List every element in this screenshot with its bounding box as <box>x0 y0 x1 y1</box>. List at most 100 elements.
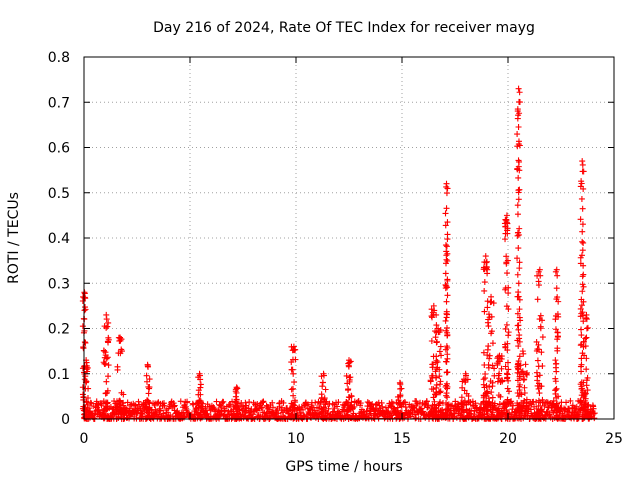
roti-point <box>322 401 329 408</box>
roti-point <box>495 392 502 399</box>
roti-point <box>582 397 589 404</box>
roti-point <box>289 407 296 414</box>
roti-point <box>514 390 521 397</box>
roti-point <box>103 316 110 323</box>
roti-point <box>566 405 573 412</box>
roti-point <box>521 390 528 397</box>
roti-point <box>483 259 490 266</box>
roti-point <box>232 393 239 400</box>
y-tick-label: 0 <box>61 412 70 428</box>
roti-point <box>539 363 546 370</box>
roti-point <box>582 335 589 342</box>
roti-point <box>536 316 543 323</box>
roti-point <box>577 342 584 349</box>
roti-point <box>104 399 111 406</box>
roti-point <box>577 260 584 267</box>
roti-point <box>85 385 92 392</box>
roti-point <box>312 399 319 406</box>
roti-point <box>538 406 545 413</box>
x-axis-label: GPS time / hours <box>285 459 402 475</box>
roti-point <box>573 412 580 419</box>
roti-point <box>496 401 503 408</box>
roti-point <box>485 316 492 323</box>
roti-point <box>430 353 437 360</box>
roti-point <box>81 294 88 301</box>
y-tick-label: 0.4 <box>48 231 70 247</box>
roti-point <box>443 358 450 365</box>
roti-point <box>146 376 153 383</box>
roti-point <box>394 407 401 414</box>
roti-point <box>140 407 147 414</box>
roti-point <box>578 379 585 386</box>
roti-point <box>516 338 523 345</box>
roti-point <box>443 190 450 197</box>
roti-point <box>311 407 318 414</box>
roti-point <box>291 379 298 386</box>
roti-point <box>591 415 598 422</box>
roti-point <box>418 405 425 412</box>
roti-point <box>197 381 204 388</box>
roti-point <box>505 329 512 336</box>
roti-point <box>502 363 509 370</box>
roti-point <box>579 288 586 295</box>
roti-point <box>503 253 510 260</box>
y-tick-label: 0.8 <box>48 50 70 66</box>
roti-point <box>505 290 512 297</box>
roti-point <box>514 202 521 209</box>
roti-point <box>443 400 450 407</box>
roti-point <box>292 356 299 363</box>
roti-point <box>84 394 91 401</box>
roti-point <box>515 157 522 164</box>
y-tick-label: 0.6 <box>48 141 70 157</box>
roti-point <box>533 369 540 376</box>
roti-point <box>290 392 297 399</box>
roti-point <box>319 379 326 386</box>
roti-point <box>584 403 591 410</box>
x-tick-label: 15 <box>393 431 411 447</box>
roti-point <box>357 400 364 407</box>
roti-point <box>514 229 521 236</box>
roti-point <box>581 352 588 359</box>
roti-point <box>335 399 342 406</box>
roti-point <box>515 289 522 296</box>
roti-point <box>442 210 449 217</box>
roti-point <box>443 382 450 389</box>
roti-point <box>535 278 542 285</box>
roti-point <box>515 358 522 365</box>
roti-point <box>214 414 221 421</box>
roti-point <box>190 401 197 408</box>
roti-point <box>504 371 511 378</box>
roti-point <box>486 383 493 390</box>
roti-point <box>482 375 489 382</box>
roti-point <box>498 415 505 422</box>
roti-point <box>442 242 449 249</box>
roti-point <box>101 348 108 355</box>
roti-point <box>504 359 511 366</box>
roti-point <box>504 270 511 277</box>
roti-point <box>535 385 542 392</box>
roti-point <box>234 385 241 392</box>
roti-point <box>583 334 590 341</box>
roti-point <box>539 334 546 341</box>
roti-point <box>213 398 220 405</box>
roti-point <box>488 298 495 305</box>
roti-point <box>291 346 298 353</box>
roti-point <box>343 412 350 419</box>
roti-point <box>83 407 90 414</box>
roti-point <box>79 298 86 305</box>
roti-point <box>103 378 110 385</box>
roti-point <box>134 409 141 416</box>
roti-point <box>514 106 521 113</box>
roti-point <box>183 399 190 406</box>
roti-point <box>537 415 544 422</box>
roti-point <box>83 415 90 422</box>
roti-point <box>535 397 542 404</box>
roti-point <box>515 189 522 196</box>
roti-point <box>489 403 496 410</box>
roti-point <box>523 402 530 409</box>
roti-point <box>114 363 121 370</box>
chart-title: Day 216 of 2024, Rate Of TEC Index for r… <box>153 20 535 36</box>
roti-point <box>580 318 587 325</box>
roti-point <box>481 308 488 315</box>
roti-point <box>582 390 589 397</box>
